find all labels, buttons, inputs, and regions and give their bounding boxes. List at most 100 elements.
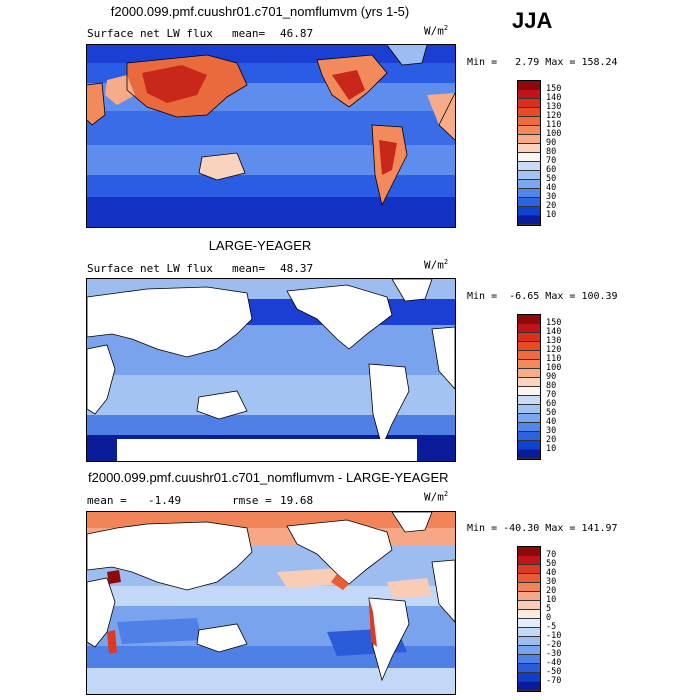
colorbar-tick-label: 30: [546, 577, 557, 587]
colorbar-swatch: [518, 682, 540, 691]
panel-2-units: W/m2: [424, 258, 449, 272]
colorbar-tick-label: 80: [546, 381, 557, 391]
colorbar-tick-label: 40: [546, 568, 557, 578]
panel-2-colorbar: [517, 314, 541, 460]
colorbar-swatch: [518, 207, 540, 216]
colorbar-swatch: [518, 117, 540, 126]
colorbar-swatch: [518, 108, 540, 117]
colorbar-swatch: [518, 126, 540, 135]
colorbar-swatch: [518, 637, 540, 646]
colorbar-swatch: [518, 565, 540, 574]
colorbar-tick-label: 40: [546, 183, 557, 193]
colorbar-tick-label: 40: [546, 417, 557, 427]
colorbar-swatch: [518, 432, 540, 441]
panel-3-colorbar: [517, 546, 541, 692]
panel-2-mean-label: mean=: [232, 262, 266, 275]
colorbar-tick-label: 100: [546, 363, 562, 373]
panel-3-title: f2000.099.pmf.cuushr01.c701_nomflumvm - …: [88, 470, 449, 485]
colorbar-tick-label: 10: [546, 444, 557, 454]
panel-2-variable: Surface net LW flux: [87, 262, 213, 275]
colorbar-tick-label: 110: [546, 354, 562, 364]
colorbar-swatch: [518, 171, 540, 180]
colorbar-swatch: [518, 387, 540, 396]
colorbar-swatch: [518, 198, 540, 207]
colorbar-tick-label: -40: [546, 658, 562, 668]
colorbar-tick-label: 50: [546, 174, 557, 184]
colorbar-swatch: [518, 664, 540, 673]
colorbar-swatch: [518, 144, 540, 153]
colorbar-swatch: [518, 180, 540, 189]
colorbar-tick-label: 10: [546, 595, 557, 605]
panel-1-minmax: Min = 2.79 Max = 158.24: [467, 57, 618, 68]
panel-2-title: LARGE-YEAGER: [208, 238, 312, 253]
colorbar-tick-label: 140: [546, 327, 562, 337]
colorbar-swatch: [518, 583, 540, 592]
panel-2-mean-value: 48.37: [280, 262, 314, 275]
panel-3-units: W/m2: [424, 490, 449, 504]
colorbar-tick-label: 90: [546, 372, 557, 382]
colorbar-swatch: [518, 378, 540, 387]
panel-3-map: [86, 511, 456, 695]
colorbar-tick-label: 20: [546, 435, 557, 445]
panel-2-map-svg: [87, 279, 455, 461]
colorbar-swatch: [518, 189, 540, 198]
colorbar-tick-label: 50: [546, 408, 557, 418]
colorbar-tick-label: 5: [546, 604, 552, 614]
colorbar-tick-label: 60: [546, 399, 557, 409]
colorbar-swatch: [518, 333, 540, 342]
panel-3-rmse-label: rmse =: [232, 494, 272, 507]
colorbar-swatch: [518, 423, 540, 432]
colorbar-swatch: [518, 556, 540, 565]
colorbar-tick-label: -50: [546, 667, 562, 677]
colorbar-swatch: [518, 405, 540, 414]
colorbar-tick-label: 150: [546, 84, 562, 94]
panel-1-units: W/m2: [424, 24, 449, 38]
panel-1-mean-label: mean=: [232, 27, 266, 40]
colorbar-swatch: [518, 360, 540, 369]
colorbar-swatch: [518, 153, 540, 162]
colorbar-swatch: [518, 601, 540, 610]
colorbar-tick-label: 10: [546, 210, 557, 220]
panel-1-variable: Surface net LW flux: [87, 27, 213, 40]
colorbar-swatch: [518, 90, 540, 99]
colorbar-swatch: [518, 99, 540, 108]
panel-1-title: f2000.099.pmf.cuushr01.c701_nomflumvm (y…: [110, 4, 410, 19]
colorbar-swatch: [518, 351, 540, 360]
colorbar-swatch: [518, 216, 540, 225]
colorbar-tick-label: -70: [546, 676, 562, 686]
colorbar-swatch: [518, 396, 540, 405]
colorbar-swatch: [518, 369, 540, 378]
panel-2-minmax: Min = -6.65 Max = 100.39: [467, 291, 618, 302]
colorbar-swatch: [518, 574, 540, 583]
colorbar-swatch: [518, 135, 540, 144]
colorbar-tick-label: 150: [546, 318, 562, 328]
colorbar-swatch: [518, 673, 540, 682]
panel-1-colorbar: [517, 80, 541, 226]
colorbar-tick-label: -5: [546, 622, 557, 632]
panel-1-map: [86, 44, 456, 228]
colorbar-tick-label: -20: [546, 640, 562, 650]
colorbar-swatch: [518, 646, 540, 655]
panel-1-map-svg: [87, 45, 455, 227]
colorbar-swatch: [518, 547, 540, 556]
colorbar-tick-label: 140: [546, 93, 562, 103]
panel-3-rmse-value: 19.68: [280, 494, 314, 507]
colorbar-tick-label: 120: [546, 345, 562, 355]
colorbar-swatch: [518, 162, 540, 171]
colorbar-tick-label: 20: [546, 201, 557, 211]
season-label: JJA: [512, 8, 553, 33]
colorbar-swatch: [518, 450, 540, 459]
colorbar-swatch: [518, 610, 540, 619]
colorbar-tick-label: 0: [546, 613, 552, 623]
colorbar-swatch: [518, 655, 540, 664]
panel-3-mean-value: -1.49: [148, 494, 182, 507]
colorbar-swatch: [518, 628, 540, 637]
panel-3-mean-label: mean =: [87, 494, 127, 507]
colorbar-tick-label: 30: [546, 426, 557, 436]
colorbar-swatch: [518, 619, 540, 628]
colorbar-tick-label: 130: [546, 336, 562, 346]
colorbar-swatch: [518, 315, 540, 324]
colorbar-tick-label: 60: [546, 165, 557, 175]
colorbar-swatch: [518, 414, 540, 423]
colorbar-tick-label: 70: [546, 156, 557, 166]
